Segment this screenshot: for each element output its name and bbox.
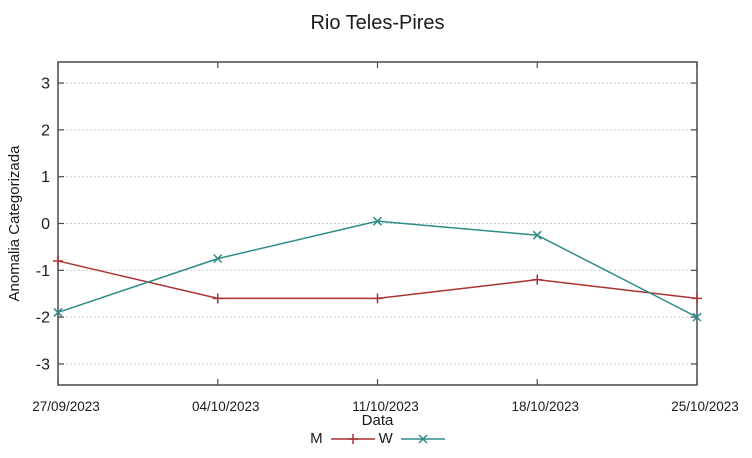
series-W-marker-cross-icon [213,254,223,264]
series-W-marker-cross-icon [372,216,383,226]
legend-key-M [330,433,375,444]
legend-entry-W: W [379,430,445,447]
x-tick-label: 18/10/2023 [511,399,579,414]
y-tick-label: 1 [41,169,50,186]
chart-title: Rio Teles-Pires [310,12,445,34]
x-axis-label: Data [361,412,394,429]
y-tick-label: -2 [36,310,50,327]
x-tick-label: 11/10/2023 [352,399,419,414]
series-W-marker-cross-icon [53,307,63,317]
y-tick-label: 3 [41,76,50,93]
plot-border [57,61,698,386]
y-tick-label: 0 [41,216,50,233]
legend-label-W: W [378,430,393,447]
y-tick-label: 2 [41,122,50,139]
legend-label-M: M [310,430,323,447]
y-tick-label: -3 [36,356,50,373]
y-tick-label: -1 [36,263,50,280]
x-tick-label: 04/10/2023 [192,399,260,414]
legend-entry-M: M [310,430,375,447]
x-tick-label: 27/09/2023 [32,399,100,414]
series-W-marker-cross-icon [532,230,542,240]
series-W-marker-cross-icon [692,312,702,322]
legend-key-W [400,433,445,444]
legend-W-cross-icon [418,433,428,444]
x-tick-label: 25/10/2023 [671,399,739,414]
